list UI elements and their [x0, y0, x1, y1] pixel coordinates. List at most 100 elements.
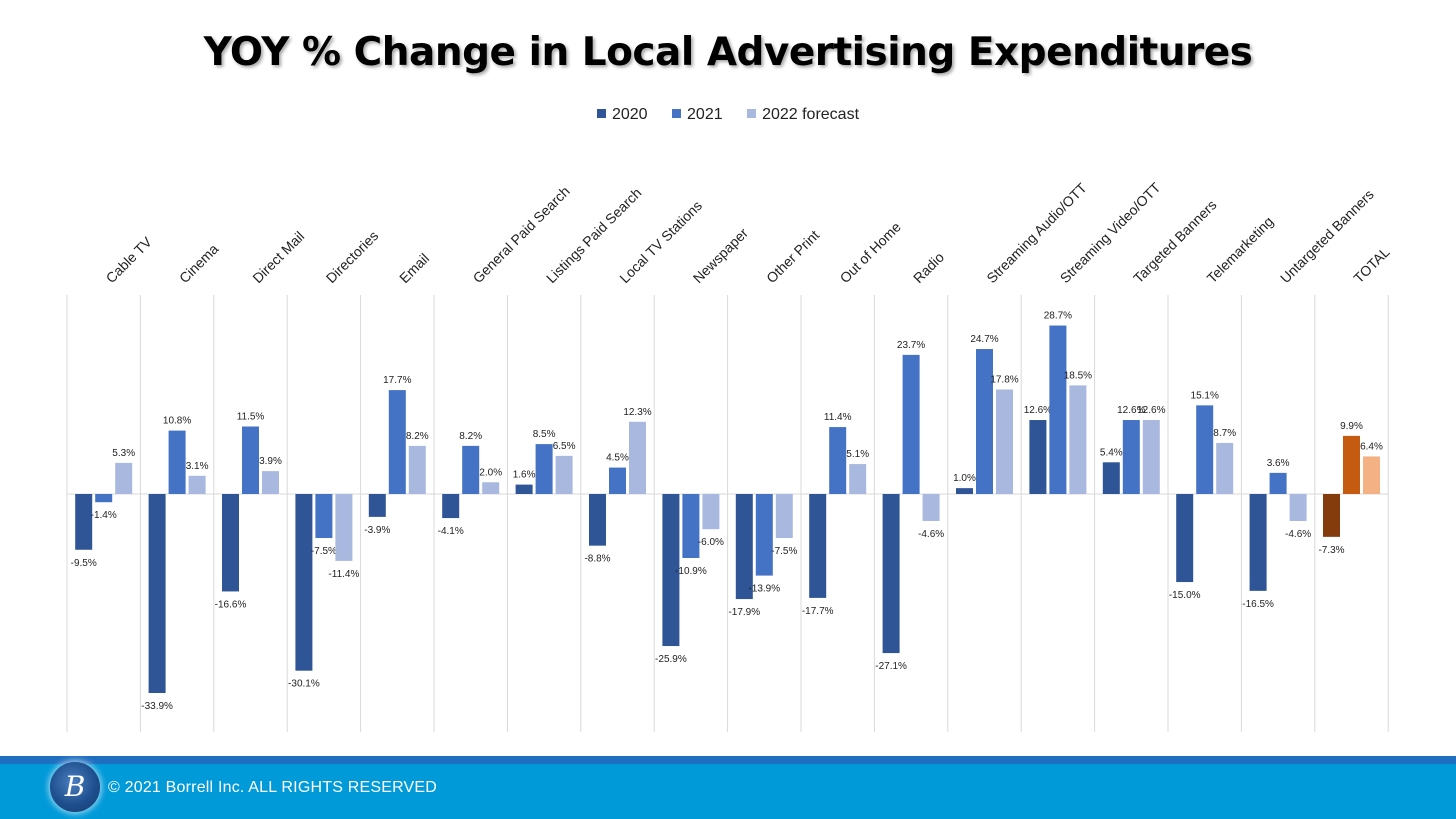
- data-label-2020-untargeted-banners: -16.5%: [1242, 599, 1274, 610]
- data-label-2020-local-tv-stations: -8.8%: [584, 554, 610, 565]
- data-label-2020-cinema: -33.9%: [141, 701, 173, 712]
- category-label-other-print: Other Print: [763, 227, 822, 286]
- data-label-2020-listings-paid-search: 1.6%: [513, 470, 536, 481]
- legend-swatch-2020: [596, 109, 606, 118]
- data-label-2020-total: -7.3%: [1318, 545, 1344, 556]
- data-label-2021-cable-tv: -1.4%: [91, 510, 117, 521]
- bar-2022-forecast-out-of-home: [849, 464, 867, 494]
- data-label-2022-forecast-untargeted-banners: -4.6%: [1285, 529, 1311, 540]
- data-label-2020-telemarketing: -15.0%: [1169, 590, 1201, 601]
- bar-2021-general-paid-search: [462, 445, 480, 494]
- category-label-email: Email: [396, 250, 432, 286]
- bar-2021-untargeted-banners: [1269, 472, 1287, 494]
- bar-2022-forecast-email: [408, 445, 426, 494]
- bar-2021-direct-mail: [242, 426, 259, 494]
- data-label-2020-targeted-banners: 5.4%: [1100, 447, 1123, 458]
- bar-2020-cable-tv: [75, 494, 93, 550]
- data-label-2021-local-tv-stations: 4.5%: [606, 453, 629, 464]
- bar-2020-email: [368, 494, 386, 517]
- bar-2020-untargeted-banners: [1249, 494, 1267, 591]
- bar-2021-newspaper: [682, 494, 700, 558]
- data-label-2020-radio: -27.1%: [875, 661, 907, 672]
- category-label-directories: Directories: [323, 227, 382, 286]
- bar-2021-local-tv-stations: [609, 467, 626, 494]
- bar-2022-forecast-cinema: [188, 475, 206, 494]
- data-label-2020-streaming-video-ott: 12.6%: [1024, 405, 1052, 416]
- category-label-total: TOTAL: [1350, 244, 1392, 286]
- data-label-2022-forecast-general-paid-search: 2.0%: [479, 467, 502, 478]
- bar-2020-streaming-audio-ott: [956, 488, 973, 494]
- legend-label-2021: 2021: [687, 106, 723, 123]
- bar-2022-forecast-local-tv-stations: [629, 421, 646, 494]
- legend-swatch-2021: [672, 109, 682, 118]
- data-label-2022-forecast-direct-mail: 3.9%: [259, 456, 282, 467]
- data-label-2020-direct-mail: -16.6%: [215, 599, 247, 610]
- bar-2022-forecast-total: [1363, 456, 1380, 494]
- category-label-newspaper: Newspaper: [690, 224, 752, 286]
- bar-2020-directories: [295, 494, 313, 671]
- bar-2021-streaming-video-ott: [1049, 325, 1067, 494]
- bar-2022-forecast-general-paid-search: [482, 482, 500, 494]
- legend-label-2020: 2020: [611, 106, 648, 123]
- bar-2021-listings-paid-search: [535, 444, 553, 494]
- footer-stripe: [0, 756, 1456, 764]
- data-label-2021-other-print: -13.9%: [748, 584, 780, 595]
- bar-2020-total: [1323, 494, 1340, 537]
- bar-2022-forecast-listings-paid-search: [555, 455, 573, 494]
- data-label-2021-directories: -7.5%: [311, 546, 337, 557]
- data-label-2021-general-paid-search: 8.2%: [459, 431, 482, 442]
- data-label-2022-forecast-local-tv-stations: 12.3%: [623, 407, 651, 418]
- bar-2022-forecast-cable-tv: [115, 462, 133, 494]
- bar-2021-total: [1343, 435, 1360, 494]
- data-label-2021-email: 17.7%: [383, 375, 411, 386]
- legend-label-2022-forecast: 2022 forecast: [762, 106, 860, 123]
- data-label-2022-forecast-streaming-audio-ott: 17.8%: [990, 375, 1018, 386]
- bar-2020-radio: [882, 494, 900, 654]
- data-label-2022-forecast-radio: -4.6%: [918, 529, 944, 540]
- legend-item-2022-forecast: 2022 forecast: [747, 106, 859, 124]
- bar-2020-general-paid-search: [442, 494, 460, 519]
- legend-swatch-2022-forecast: [747, 109, 757, 118]
- bar-2021-radio: [902, 354, 920, 494]
- data-label-2021-out-of-home: 11.4%: [824, 412, 852, 423]
- bar-2020-out-of-home: [809, 494, 827, 598]
- data-label-2021-newspaper: -10.9%: [675, 566, 707, 577]
- bar-2022-forecast-newspaper: [702, 494, 720, 530]
- bar-2020-cinema: [148, 494, 166, 693]
- data-label-2020-other-print: -17.9%: [728, 607, 760, 618]
- data-label-2022-forecast-cable-tv: 5.3%: [112, 448, 135, 459]
- bar-2022-forecast-other-print: [775, 494, 793, 539]
- data-label-2021-cinema: 10.8%: [163, 416, 191, 427]
- bar-2020-local-tv-stations: [589, 494, 606, 546]
- category-label-direct-mail: Direct Mail: [249, 228, 307, 286]
- data-label-2021-streaming-video-ott: 28.7%: [1044, 311, 1072, 322]
- bar-2020-streaming-video-ott: [1029, 420, 1047, 494]
- bar-2020-direct-mail: [222, 494, 239, 592]
- bar-2020-other-print: [735, 494, 753, 600]
- data-label-2022-forecast-telemarketing: 8.7%: [1213, 428, 1236, 439]
- category-label-out-of-home: Out of Home: [837, 219, 905, 287]
- legend-item-2020: 2020: [596, 106, 648, 124]
- category-label-cinema: Cinema: [176, 241, 222, 287]
- chart-legend: 2020 2021 2022 forecast: [0, 106, 1456, 124]
- bar-chart: Cable TV -9.5% -1.4% 5.3% Cinema -33.9% 10.8% 3…: [66, 179, 1393, 732]
- data-label-2022-forecast-cinema: 3.1%: [186, 461, 209, 472]
- data-label-2022-forecast-email: 8.2%: [406, 431, 429, 442]
- bar-2022-forecast-direct-mail: [262, 471, 279, 494]
- bar-2022-forecast-directories: [335, 494, 353, 561]
- bar-2022-forecast-streaming-video-ott: [1069, 385, 1087, 494]
- data-label-2022-forecast-targeted-banners: 12.6%: [1137, 405, 1165, 416]
- bar-2021-directories: [315, 494, 333, 539]
- data-label-2020-streaming-audio-ott: 1.0%: [953, 473, 976, 484]
- bar-2021-out-of-home: [829, 427, 847, 494]
- data-label-2021-direct-mail: 11.5%: [237, 411, 265, 422]
- data-label-2020-directories: -30.1%: [288, 679, 320, 690]
- bar-2022-forecast-targeted-banners: [1142, 420, 1160, 494]
- data-label-2022-forecast-out-of-home: 5.1%: [846, 449, 869, 460]
- bar-2020-newspaper: [662, 494, 680, 647]
- bar-2021-targeted-banners: [1122, 420, 1140, 494]
- bar-2021-streaming-audio-ott: [976, 349, 993, 494]
- bar-2021-other-print: [755, 494, 773, 576]
- bar-2020-telemarketing: [1176, 494, 1194, 583]
- footer-bar: [0, 764, 1456, 819]
